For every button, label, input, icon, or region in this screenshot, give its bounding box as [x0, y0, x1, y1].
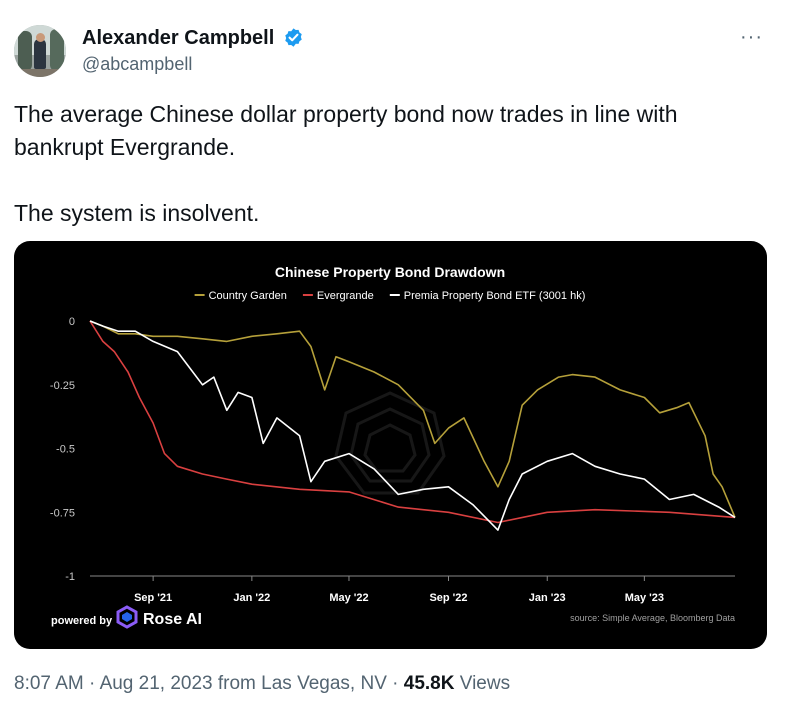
- legend-item: Evergrande: [302, 290, 374, 302]
- y-tick-label: -1: [65, 571, 75, 583]
- series-line: [89, 320, 736, 524]
- x-tick-label: May '23: [625, 592, 664, 604]
- legend-label: Premia Property Bond ETF (3001 hk): [404, 290, 586, 302]
- legend-item: Country Garden: [194, 290, 287, 302]
- views-label: Views: [454, 673, 511, 694]
- tweet-location[interactable]: Las Vegas, NV: [261, 673, 387, 694]
- avatar-head: [36, 33, 45, 42]
- x-tick-label: May '22: [329, 592, 368, 604]
- series-line: [89, 320, 736, 518]
- powered-by-label: powered by: [51, 615, 113, 627]
- tweet-time[interactable]: 8:07 AM: [14, 673, 84, 694]
- author-name[interactable]: Alexander Campbell: [82, 27, 275, 49]
- avatar-tree: [50, 29, 64, 71]
- chart-axes: 0 -0.25 -0.5 -0.75 -1 Sep '21 Jan '22 May '22 Se…: [50, 316, 735, 604]
- tweet-date[interactable]: Aug 21, 2023: [99, 673, 213, 694]
- separator: ·: [83, 673, 100, 694]
- chart-series: [89, 320, 736, 531]
- legend-label: Country Garden: [209, 290, 287, 302]
- author-handle[interactable]: @abcampbell: [82, 54, 193, 74]
- rose-ai-logo-icon: [116, 605, 138, 629]
- legend-label: Evergrande: [317, 290, 374, 302]
- author-avatar[interactable]: [14, 25, 66, 77]
- y-tick-label: -0.25: [50, 380, 75, 392]
- brand-name: Rose AI: [143, 611, 202, 628]
- y-tick-label: -0.5: [56, 444, 75, 456]
- tweet-media-chart[interactable]: Chinese Property Bond Drawdown Country G…: [14, 241, 767, 649]
- y-tick-label: -0.75: [50, 507, 75, 519]
- x-tick-label: Jan '22: [233, 592, 270, 604]
- views-count: 45.8K: [403, 673, 455, 694]
- tweet-text: The average Chinese dollar property bond…: [14, 98, 754, 230]
- tweet-paragraph: The average Chinese dollar property bond…: [14, 101, 678, 160]
- chart-legend: Country Garden Evergrande Premia Property …: [194, 290, 586, 302]
- avatar-person: [34, 39, 46, 69]
- from-label: from: [212, 673, 262, 694]
- verified-badge-icon[interactable]: [283, 27, 304, 48]
- separator: ·: [386, 673, 404, 694]
- tweet-metadata: 8:07 AM · Aug 21, 2023 from Las Vegas, N…: [14, 673, 510, 695]
- legend-item: Premia Property Bond ETF (3001 hk): [389, 290, 586, 302]
- x-tick-label: Sep '22: [429, 592, 467, 604]
- avatar-tree: [18, 31, 32, 71]
- chart-source-note: source: Simple Average, Bloomberg Data: [570, 613, 735, 623]
- y-tick-label: 0: [69, 316, 75, 328]
- more-options-icon[interactable]: ···: [740, 26, 763, 48]
- x-tick-label: Jan '23: [529, 592, 566, 604]
- x-tick-label: Sep '21: [134, 592, 172, 604]
- tweet-paragraph: The system is insolvent.: [14, 200, 260, 226]
- chart-svg: Chinese Property Bond Drawdown Country G…: [50, 264, 736, 629]
- chart-title: Chinese Property Bond Drawdown: [275, 264, 505, 280]
- avatar-ground: [14, 69, 66, 77]
- series-line: [89, 320, 736, 531]
- watermark-logo: [334, 391, 446, 495]
